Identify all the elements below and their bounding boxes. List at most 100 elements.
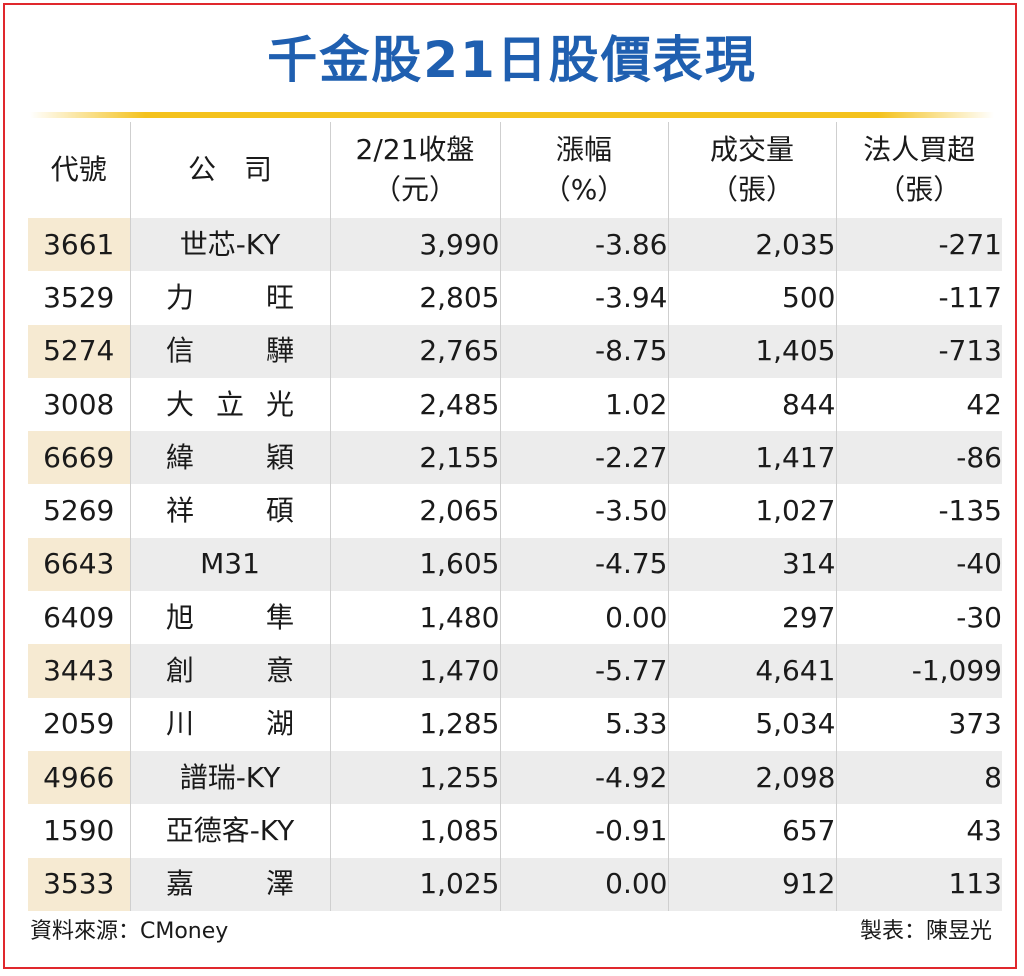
change-percent: -0.91 bbox=[499, 804, 668, 858]
institutional-net-buy: 373 bbox=[835, 697, 1002, 751]
change-percent: -2.27 bbox=[499, 431, 668, 485]
table-row: 3533 嘉澤 1,025 0.00 912 113 bbox=[28, 857, 1002, 911]
stock-code: 3529 bbox=[43, 280, 115, 314]
trade-volume: 4,641 bbox=[667, 644, 836, 698]
company-name: 力旺 bbox=[129, 271, 330, 325]
close-price: 1,285 bbox=[329, 697, 500, 751]
table-row: 5274 信驊 2,765 -8.75 1,405 -713 bbox=[28, 324, 1002, 378]
stock-code: 6643 bbox=[28, 537, 130, 592]
company-name: 創意 bbox=[129, 644, 330, 698]
trade-volume: 2,098 bbox=[667, 750, 836, 805]
title-divider bbox=[30, 112, 994, 118]
company-name: 信驊 bbox=[129, 324, 330, 378]
trade-volume: 297 bbox=[667, 591, 836, 645]
company-name: 譜瑞-KY bbox=[129, 750, 330, 805]
institutional-net-buy: 43 bbox=[835, 804, 1002, 858]
company-name: 緯穎 bbox=[129, 431, 330, 485]
change-percent: 1.02 bbox=[499, 377, 668, 432]
header-code: 代號 bbox=[50, 153, 107, 186]
table-row: 3529 力旺 2,805 -3.94 500 -117 bbox=[28, 271, 1002, 325]
close-price: 2,765 bbox=[329, 324, 500, 378]
close-price: 2,485 bbox=[329, 377, 500, 432]
trade-volume: 1,027 bbox=[667, 484, 836, 538]
change-percent: -8.75 bbox=[499, 324, 668, 378]
stock-code: 3443 bbox=[28, 644, 130, 698]
stock-code: 3008 bbox=[43, 387, 115, 421]
company-name: M31 bbox=[129, 537, 330, 592]
table-row: 3661 世芯-KY 3,990 -3.86 2,035 -271 bbox=[28, 218, 1002, 272]
change-percent: -4.92 bbox=[499, 750, 668, 805]
company-name: 嘉澤 bbox=[129, 857, 330, 911]
table-row: 6643 M31 1,605 -4.75 314 -40 bbox=[28, 537, 1002, 592]
trade-volume: 500 bbox=[667, 271, 836, 325]
close-price: 2,155 bbox=[329, 431, 500, 485]
trade-volume: 657 bbox=[667, 804, 836, 858]
company-name: 大立光 bbox=[129, 377, 330, 432]
trade-volume: 2,035 bbox=[667, 218, 836, 272]
company-name: 旭隼 bbox=[129, 591, 330, 645]
header-volume: 成交量 （張） bbox=[667, 122, 836, 218]
trade-volume: 844 bbox=[667, 377, 836, 432]
stock-code: 5274 bbox=[28, 324, 130, 378]
institutional-net-buy: -117 bbox=[835, 271, 1002, 325]
table-row: 6409 旭隼 1,480 0.00 297 -30 bbox=[28, 591, 1002, 645]
close-price: 3,990 bbox=[329, 218, 500, 272]
change-percent: 5.33 bbox=[499, 697, 668, 751]
change-percent: -3.86 bbox=[499, 218, 668, 272]
change-percent: -4.75 bbox=[499, 537, 668, 592]
close-price: 1,480 bbox=[329, 591, 500, 645]
change-percent: 0.00 bbox=[499, 857, 668, 911]
header-net-buy: 法人買超 （張） bbox=[835, 122, 1002, 218]
institutional-net-buy: -30 bbox=[835, 591, 1002, 645]
header-close: 2/21收盤 （元） bbox=[329, 122, 500, 218]
trade-volume: 5,034 bbox=[667, 697, 836, 751]
institutional-net-buy: -713 bbox=[835, 324, 1002, 378]
stock-code: 6669 bbox=[28, 431, 130, 485]
header-company: 公 司 bbox=[129, 122, 330, 218]
close-price: 2,065 bbox=[329, 484, 500, 538]
stock-code: 5269 bbox=[43, 494, 115, 528]
table-row: 4966 譜瑞-KY 1,255 -4.92 2,098 8 bbox=[28, 750, 1002, 805]
change-percent: 0.00 bbox=[499, 591, 668, 645]
table-header-row: 代號 公 司 2/21收盤 （元） 漲幅 （%） 成交量 （張） 法人買超 （張） bbox=[28, 122, 1002, 218]
table-row: 5269 祥碩 2,065 -3.50 1,027 -135 bbox=[28, 484, 1002, 538]
trade-volume: 912 bbox=[667, 857, 836, 911]
stock-table: 代號 公 司 2/21收盤 （元） 漲幅 （%） 成交量 （張） 法人買超 （張） 36… bbox=[28, 122, 1002, 911]
trade-volume: 1,405 bbox=[667, 324, 836, 378]
close-price: 1,025 bbox=[329, 857, 500, 911]
company-name: 祥碩 bbox=[129, 484, 330, 538]
stock-code: 6409 bbox=[43, 600, 115, 634]
close-price: 1,605 bbox=[329, 537, 500, 592]
trade-volume: 314 bbox=[667, 537, 836, 592]
change-percent: -5.77 bbox=[499, 644, 668, 698]
header-change: 漲幅 （%） bbox=[499, 122, 668, 218]
table-row: 3008 大立光 2,485 1.02 844 42 bbox=[28, 377, 1002, 432]
trade-volume: 1,417 bbox=[667, 431, 836, 485]
close-price: 1,085 bbox=[329, 804, 500, 858]
table-row: 6669 緯穎 2,155 -2.27 1,417 -86 bbox=[28, 431, 1002, 485]
institutional-net-buy: 8 bbox=[835, 750, 1002, 805]
table-row: 2059 川湖 1,285 5.33 5,034 373 bbox=[28, 697, 1002, 751]
close-price: 1,470 bbox=[329, 644, 500, 698]
change-percent: -3.50 bbox=[499, 484, 668, 538]
table-row: 1590 亞德客-KY 1,085 -0.91 657 43 bbox=[28, 804, 1002, 858]
institutional-net-buy: -1,099 bbox=[835, 644, 1002, 698]
page-title: 千金股21日股價表現 bbox=[267, 31, 757, 89]
change-percent: -3.94 bbox=[499, 271, 668, 325]
stock-code: 2059 bbox=[43, 707, 115, 741]
institutional-net-buy: -271 bbox=[835, 218, 1002, 272]
source-note: 資料來源：CMoney bbox=[30, 919, 229, 944]
maker-credit: 製表：陳昱光 bbox=[859, 919, 992, 944]
institutional-net-buy: 42 bbox=[835, 377, 1002, 432]
table-row: 3443 創意 1,470 -5.77 4,641 -1,099 bbox=[28, 644, 1002, 698]
footer: 資料來源：CMoney 製表：陳昱光 bbox=[30, 914, 992, 950]
company-name: 世芯-KY bbox=[129, 218, 330, 272]
institutional-net-buy: -86 bbox=[835, 431, 1002, 485]
stock-code: 4966 bbox=[28, 750, 130, 805]
close-price: 1,255 bbox=[329, 750, 500, 805]
company-name: 亞德客-KY bbox=[129, 804, 330, 858]
company-name: 川湖 bbox=[129, 697, 330, 751]
stock-code: 1590 bbox=[43, 813, 115, 847]
institutional-net-buy: -135 bbox=[835, 484, 1002, 538]
stock-code: 3661 bbox=[28, 218, 130, 272]
